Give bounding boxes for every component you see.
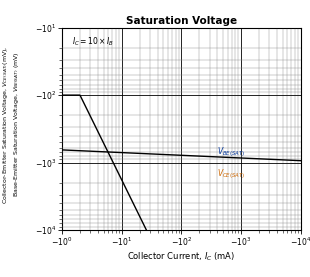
Text: $V_{BE(SAT)}$: $V_{BE(SAT)}$ (217, 145, 246, 159)
Text: $I_C=10\times I_B$: $I_C=10\times I_B$ (72, 36, 114, 48)
Title: Saturation Voltage: Saturation Voltage (126, 16, 237, 25)
X-axis label: Collector Current, $I_C$ (mA): Collector Current, $I_C$ (mA) (127, 251, 235, 263)
Text: Collector-Emitter Saturation Voltage, $V_{CE(SAT)}$(mV),
Base-Emitter Saturation: Collector-Emitter Saturation Voltage, $V… (2, 45, 20, 204)
Text: $V_{CE(SAT)}$: $V_{CE(SAT)}$ (217, 168, 246, 181)
